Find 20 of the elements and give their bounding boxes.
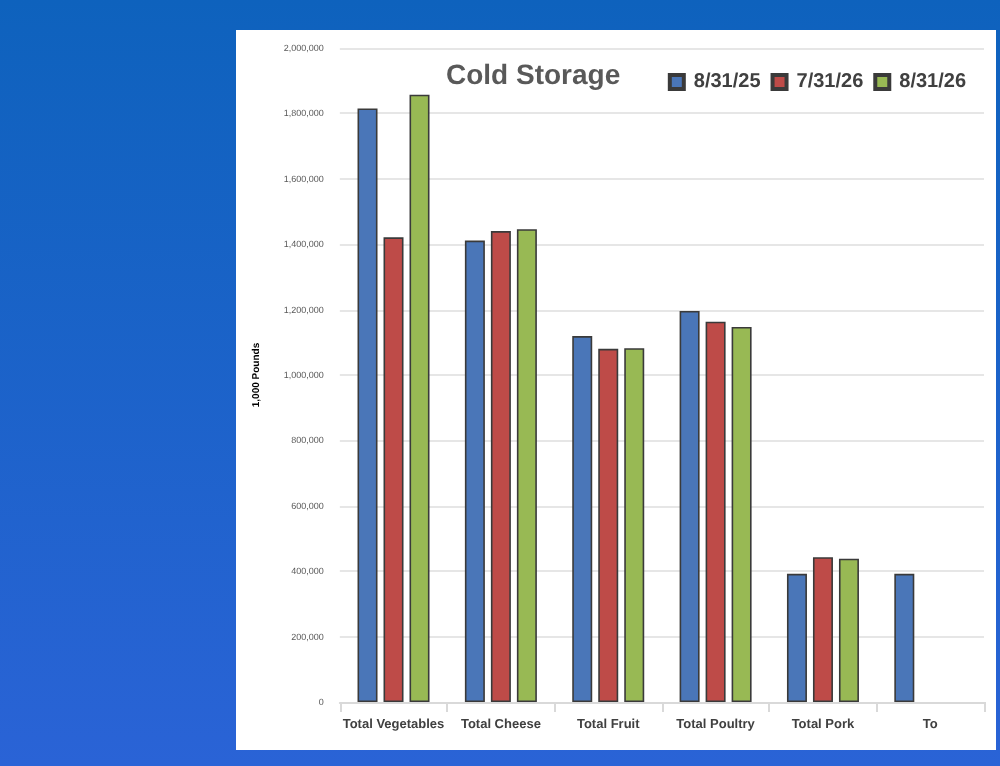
legend-label: 7/31/26 (796, 71, 865, 93)
bar (409, 94, 430, 702)
bar (357, 108, 378, 702)
bar (598, 348, 619, 702)
bar (786, 573, 807, 702)
bar (383, 237, 404, 702)
bar (679, 310, 700, 702)
bar (464, 240, 485, 702)
bar (490, 231, 511, 702)
bar (572, 336, 593, 702)
bar (812, 557, 833, 702)
bar (731, 326, 752, 702)
chart-title: Cold Storage (446, 58, 621, 90)
bar (894, 573, 915, 702)
bar (516, 229, 537, 702)
bar (705, 321, 726, 702)
legend-label: 8/31/25 (693, 71, 762, 93)
bar (624, 348, 645, 702)
legend-label: 8/31/26 (899, 71, 967, 93)
bar (838, 558, 859, 702)
